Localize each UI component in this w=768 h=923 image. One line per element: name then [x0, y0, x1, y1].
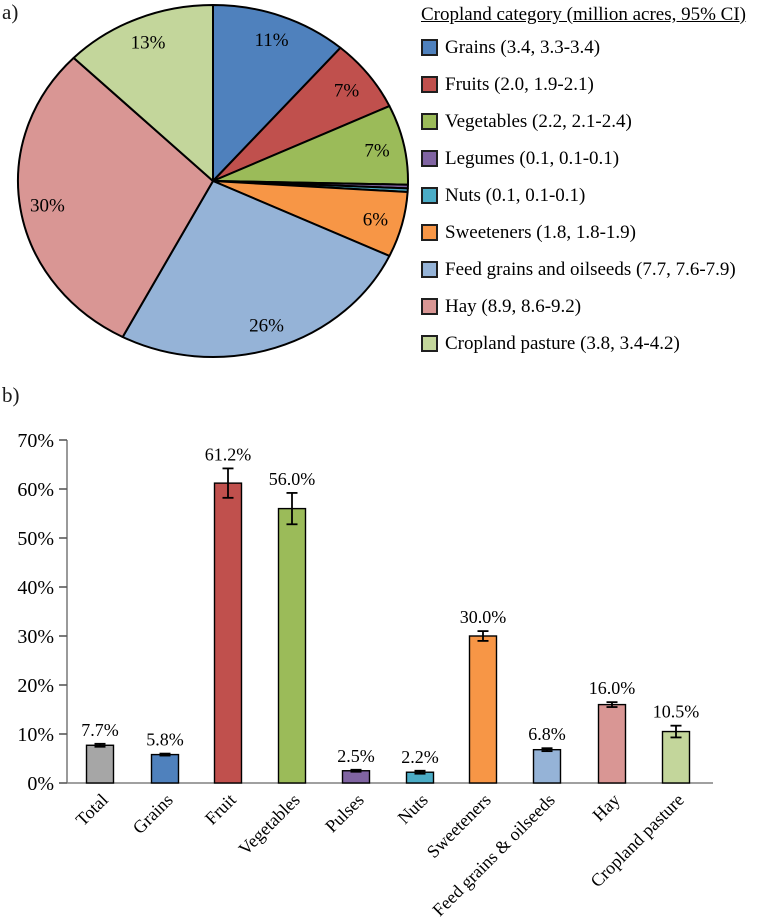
legend-item-fruits: Fruits (2.0, 1.9-2.1): [421, 66, 768, 103]
x-category-label: Hay: [588, 790, 623, 825]
bar-cropland-pasture: [661, 730, 691, 784]
legend-item-sweeteners: Sweeteners (1.8, 1.8-1.9): [421, 214, 768, 251]
bar-fruit: [213, 482, 243, 784]
x-category-label: Total: [72, 790, 112, 830]
legend-swatch-icon: [421, 39, 438, 56]
panel-b-label: b): [2, 383, 20, 407]
y-tick-label: 10%: [17, 724, 54, 746]
legend-item-feed-grains-and-oilseeds: Feed grains and oilseeds (7.7, 7.6-7.9): [421, 251, 768, 288]
legend-swatch-icon: [421, 298, 438, 315]
legend-item-nuts: Nuts (0.1, 0.1-0.1): [421, 177, 768, 214]
x-category-label: Vegetables: [235, 790, 304, 859]
bar-value-label: 10.5%: [653, 702, 700, 722]
legend-item-hay: Hay (8.9, 8.6-9.2): [421, 288, 768, 325]
bar-value-label: 56.0%: [269, 469, 316, 489]
pie-chart: 11% 7% 7% 6% 26% 30% 13%: [17, 4, 409, 358]
bar-hay: [597, 703, 627, 784]
legend-swatch-icon: [421, 113, 438, 130]
pie-slice-percent-label: 6%: [363, 210, 389, 231]
legend-item-label: Vegetables (2.2, 2.1-2.4): [445, 110, 632, 132]
bar-value-label: 5.8%: [146, 730, 184, 750]
pie-slice-percent-label: 13%: [131, 33, 166, 54]
pie-slice-percent-label: 7%: [334, 81, 360, 102]
pie-slice-feed-grains-and-oilseeds: [121, 180, 391, 358]
legend-item-label: Nuts (0.1, 0.1-0.1): [445, 184, 586, 206]
bar-total: [85, 744, 115, 784]
panel-a-label: a): [2, 0, 19, 24]
pie-slice-percent-label: 11%: [254, 30, 288, 51]
bar-grains: [150, 753, 180, 784]
bar-vegetables: [277, 507, 307, 784]
pie-legend: Cropland category (million acres, 95% CI…: [421, 4, 768, 362]
bar-value-label: 16.0%: [589, 678, 636, 698]
legend-item-label: Cropland pasture (3.8, 3.4-4.2): [445, 332, 680, 354]
legend-item-label: Fruits (2.0, 1.9-2.1): [445, 73, 594, 95]
y-tick-label: 50%: [17, 528, 54, 550]
legend-swatch-icon: [421, 335, 438, 352]
legend-item-label: Grains (3.4, 3.3-3.4): [445, 36, 601, 58]
x-category-label: Grains: [129, 790, 177, 838]
bar-chart: 0% 10% 20% 30% 40% 50% 60% 70% 7.7% Total 5.8% Grai…: [17, 430, 713, 920]
x-category-label: Pulses: [321, 790, 368, 837]
bar-value-label: 2.5%: [337, 746, 375, 766]
legend-title: Cropland category (million acres, 95% CI…: [421, 4, 747, 25]
bar-value-label: 2.2%: [401, 747, 439, 767]
x-category-label: Feed grains & oilseeds: [428, 790, 558, 920]
legend-item-legumes: Legumes (0.1, 0.1-0.1): [421, 140, 768, 177]
bar-sweeteners: [468, 635, 498, 784]
pie-slice-cropland-pasture: [72, 4, 214, 182]
bar-value-label: 30.0%: [460, 607, 507, 627]
bar-value-label: 61.2%: [205, 444, 252, 464]
y-tick-label: 60%: [17, 479, 54, 501]
y-tick-label: 20%: [17, 675, 54, 697]
y-tick-label: 30%: [17, 626, 54, 648]
legend-item-label: Sweeteners (1.8, 1.8-1.9): [445, 221, 637, 243]
legend-item-label: Legumes (0.1, 0.1-0.1): [445, 147, 620, 169]
legend-swatch-icon: [421, 224, 438, 241]
y-tick-label: 70%: [17, 430, 54, 452]
x-category-label: Nuts: [394, 790, 432, 828]
legend-item-grains: Grains (3.4, 3.3-3.4): [421, 29, 768, 66]
pie-slice-percent-label: 30%: [30, 196, 65, 217]
x-category-label: Fruit: [201, 790, 240, 829]
bar-value-label: 7.7%: [81, 720, 119, 740]
legend-item-cropland-pasture: Cropland pasture (3.8, 3.4-4.2): [421, 325, 768, 362]
legend-swatch-icon: [421, 150, 438, 167]
legend-item-label: Feed grains and oilseeds (7.7, 7.6-7.9): [445, 258, 736, 280]
bar-feed-grains-oilseeds: [532, 748, 562, 784]
bar-value-label: 6.8%: [528, 724, 566, 744]
legend-item-vegetables: Vegetables (2.2, 2.1-2.4): [421, 103, 768, 140]
legend-swatch-icon: [421, 76, 438, 93]
legend-swatch-icon: [421, 261, 438, 278]
pie-slice-percent-label: 7%: [364, 141, 390, 162]
legend-items: Grains (3.4, 3.3-3.4) Fruits (2.0, 1.9-2.…: [421, 29, 768, 362]
pie-slice-grains: [212, 4, 342, 182]
pie-slice-percent-label: 26%: [249, 316, 284, 337]
legend-swatch-icon: [421, 187, 438, 204]
legend-item-label: Hay (8.9, 8.6-9.2): [445, 295, 582, 317]
y-tick-label: 40%: [17, 577, 54, 599]
y-tick-label: 0%: [27, 773, 54, 795]
pie-slice-hay: [17, 56, 214, 338]
